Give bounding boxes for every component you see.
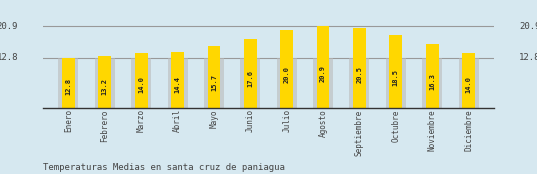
Text: 12.8: 12.8 [66, 78, 71, 95]
Text: 20.9: 20.9 [320, 65, 326, 82]
Bar [462, 53, 475, 108]
Bar [244, 39, 257, 108]
Bar [386, 58, 406, 108]
Bar [313, 58, 333, 108]
Bar [353, 28, 366, 108]
Text: 14.0: 14.0 [138, 76, 144, 93]
Bar [171, 52, 184, 108]
Text: 20.5: 20.5 [357, 66, 362, 83]
Text: Temperaturas Medias en santa cruz de paniagua: Temperaturas Medias en santa cruz de pan… [43, 163, 285, 172]
Bar [62, 58, 75, 108]
Bar [241, 58, 260, 108]
Text: 12.8: 12.8 [519, 53, 537, 62]
Bar [59, 58, 78, 108]
Bar [426, 44, 439, 108]
Bar [208, 46, 220, 108]
Bar [459, 58, 478, 108]
Bar [350, 58, 369, 108]
Text: 14.0: 14.0 [466, 76, 471, 93]
Text: 20.0: 20.0 [284, 66, 289, 84]
Text: 15.7: 15.7 [211, 74, 217, 90]
Text: 16.3: 16.3 [429, 73, 435, 90]
Text: 18.5: 18.5 [393, 69, 399, 86]
Bar [95, 58, 115, 108]
Bar [168, 58, 187, 108]
Bar [317, 26, 329, 108]
Bar [280, 30, 293, 108]
Text: 20.9: 20.9 [0, 22, 18, 31]
Text: 12.8: 12.8 [0, 53, 18, 62]
Text: 20.9: 20.9 [519, 22, 537, 31]
Text: 13.2: 13.2 [102, 78, 108, 95]
Bar [389, 35, 402, 108]
Bar [277, 58, 297, 108]
Text: 17.6: 17.6 [248, 70, 253, 88]
Text: 14.4: 14.4 [175, 76, 180, 93]
Bar [135, 53, 148, 108]
Bar [98, 56, 111, 108]
Bar [204, 58, 224, 108]
Bar [422, 58, 442, 108]
Bar [131, 58, 151, 108]
